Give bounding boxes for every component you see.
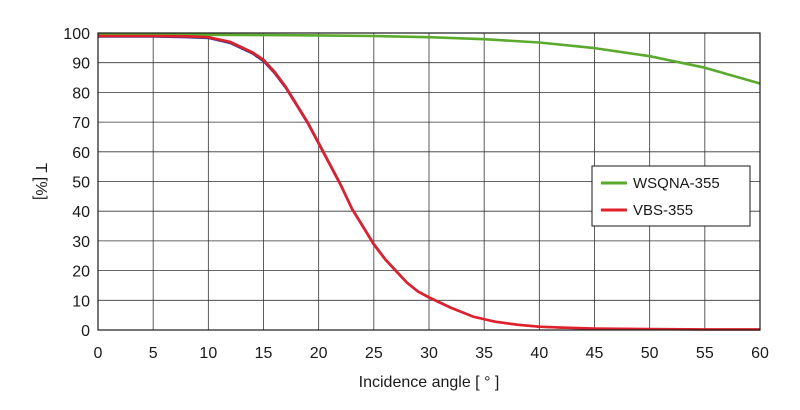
- x-tick-label-40: 40: [530, 345, 548, 362]
- y-tick-label-60: 60: [72, 145, 90, 162]
- legend: WSQNA-355 VBS-355: [591, 165, 751, 227]
- plot-frame: [97, 32, 761, 331]
- x-axis-title: Incidence angle [ ° ]: [359, 374, 500, 391]
- x-tick-label-15: 15: [255, 345, 273, 362]
- x-tick-label-10: 10: [199, 345, 217, 362]
- y-tick-label-80: 80: [72, 85, 90, 102]
- y-tick-label-30: 30: [72, 234, 90, 251]
- x-tick-label-20: 20: [310, 345, 328, 362]
- x-tick-label-25: 25: [365, 345, 383, 362]
- y-tick-label-20: 20: [72, 264, 90, 281]
- x-tick-label-60: 60: [751, 345, 769, 362]
- legend-label-wsqna-355: WSQNA-355: [633, 175, 720, 192]
- legend-box: [591, 165, 751, 227]
- y-axis-title: T [%]: [32, 163, 49, 200]
- y-tick-label-50: 50: [72, 175, 90, 192]
- y-tick-label-40: 40: [72, 204, 90, 221]
- x-tick-label-50: 50: [641, 345, 659, 362]
- y-tick-label-0: 0: [81, 323, 90, 340]
- y-tick-label-100: 100: [63, 26, 90, 43]
- series-lines: [98, 33, 761, 331]
- y-tick-label-70: 70: [72, 115, 90, 132]
- x-tick-label-30: 30: [420, 345, 438, 362]
- x-tick-label-35: 35: [475, 345, 493, 362]
- x-tick-label-45: 45: [586, 345, 604, 362]
- x-tick-label-5: 5: [149, 345, 158, 362]
- x-tick-label-0: 0: [94, 345, 103, 362]
- tick-labels: 0 5 10 15 20 25 30 35 40 45 50 55 60 0 10 20 30 40 50 60 70 8…: [63, 26, 769, 362]
- y-tick-label-90: 90: [72, 56, 90, 73]
- x-tick-label-55: 55: [696, 345, 714, 362]
- series-line-vbs-355: [98, 34, 760, 331]
- legend-label-vbs-355: VBS-355: [633, 202, 693, 219]
- series-line-wsqna-355: [98, 33, 761, 85]
- y-tick-label-10: 10: [72, 293, 90, 310]
